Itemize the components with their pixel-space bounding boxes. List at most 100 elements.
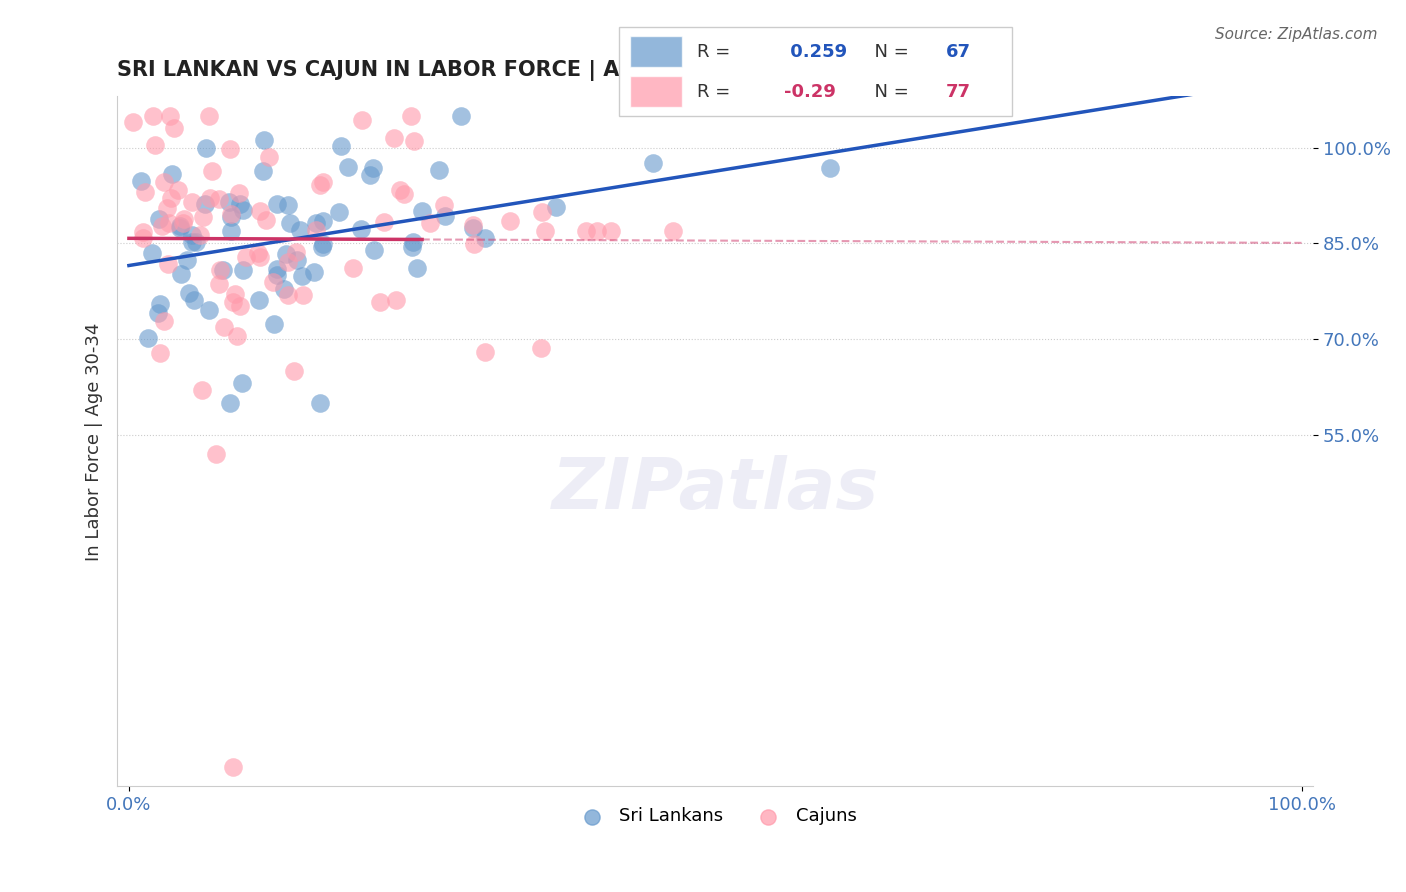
Point	[531, 205, 554, 219]
Text: N =: N =	[863, 83, 914, 101]
Point	[170, 267, 193, 281]
Point	[157, 216, 180, 230]
Point	[384, 293, 406, 307]
Point	[232, 202, 254, 217]
Point	[266, 196, 288, 211]
Point	[263, 318, 285, 332]
Point	[132, 225, 155, 239]
Point	[247, 246, 270, 260]
Point	[208, 277, 231, 291]
Point	[474, 231, 496, 245]
Point	[186, 235, 208, 249]
Point	[291, 268, 314, 283]
Legend: Sri Lankans, Cajuns: Sri Lankans, Cajuns	[567, 800, 863, 832]
Point	[190, 384, 212, 398]
Point	[159, 109, 181, 123]
Point	[308, 396, 330, 410]
Point	[224, 287, 246, 301]
Point	[143, 138, 166, 153]
Text: N =: N =	[863, 43, 914, 61]
Point	[257, 150, 280, 164]
Point	[219, 206, 242, 220]
Point	[266, 268, 288, 282]
Point	[219, 210, 242, 224]
Point	[463, 237, 485, 252]
Point	[262, 275, 284, 289]
Point	[198, 303, 221, 318]
Point	[253, 133, 276, 147]
Text: SRI LANKAN VS CAJUN IN LABOR FORCE | AGE 30-34 CORRELATION CHART: SRI LANKAN VS CAJUN IN LABOR FORCE | AGE…	[117, 60, 981, 80]
Point	[433, 198, 456, 212]
Point	[433, 209, 456, 223]
Point	[228, 186, 250, 200]
Point	[198, 109, 221, 123]
Text: 0.259: 0.259	[785, 43, 846, 61]
Point	[373, 215, 395, 229]
Point	[305, 223, 328, 237]
Point	[311, 214, 333, 228]
Point	[194, 197, 217, 211]
Point	[142, 109, 165, 123]
Point	[273, 282, 295, 296]
Point	[149, 297, 172, 311]
Point	[402, 235, 425, 249]
Point	[406, 261, 429, 276]
Point	[359, 168, 381, 182]
Point	[401, 240, 423, 254]
Point	[229, 196, 252, 211]
Text: Source: ZipAtlas.com: Source: ZipAtlas.com	[1215, 27, 1378, 42]
Point	[156, 202, 179, 216]
Point	[132, 231, 155, 245]
Point	[209, 263, 232, 277]
Point	[198, 191, 221, 205]
Point	[180, 227, 202, 242]
Point	[181, 235, 204, 249]
Point	[222, 294, 245, 309]
Point	[274, 246, 297, 260]
Point	[212, 262, 235, 277]
Point	[342, 261, 364, 276]
Point	[311, 240, 333, 254]
Point	[188, 227, 211, 242]
Point	[266, 261, 288, 276]
Point	[252, 163, 274, 178]
Point	[350, 221, 373, 235]
Point	[221, 760, 243, 774]
Point	[134, 185, 156, 199]
Point	[219, 396, 242, 410]
Point	[530, 341, 553, 355]
Point	[450, 109, 472, 123]
Point	[404, 134, 426, 148]
Point	[427, 163, 450, 178]
Text: -0.29: -0.29	[785, 83, 835, 101]
Point	[461, 218, 484, 232]
Point	[599, 224, 621, 238]
Point	[575, 224, 598, 238]
Point	[150, 219, 173, 234]
Point	[229, 299, 252, 313]
Point	[226, 329, 249, 343]
Point	[169, 221, 191, 235]
Point	[328, 205, 350, 219]
Point	[249, 250, 271, 264]
Point	[247, 293, 270, 307]
Point	[474, 345, 496, 359]
Point	[207, 192, 229, 206]
Point	[177, 286, 200, 301]
Point	[311, 237, 333, 252]
Point	[167, 183, 190, 197]
Point	[368, 294, 391, 309]
Text: R =: R =	[697, 43, 737, 61]
Point	[277, 255, 299, 269]
Point	[201, 164, 224, 178]
Point	[463, 221, 485, 235]
Point	[283, 364, 305, 378]
Point	[411, 203, 433, 218]
Point	[399, 109, 422, 123]
Point	[661, 224, 683, 238]
Point	[194, 141, 217, 155]
Point	[392, 186, 415, 201]
Point	[148, 211, 170, 226]
Point	[149, 346, 172, 360]
Point	[643, 156, 665, 170]
